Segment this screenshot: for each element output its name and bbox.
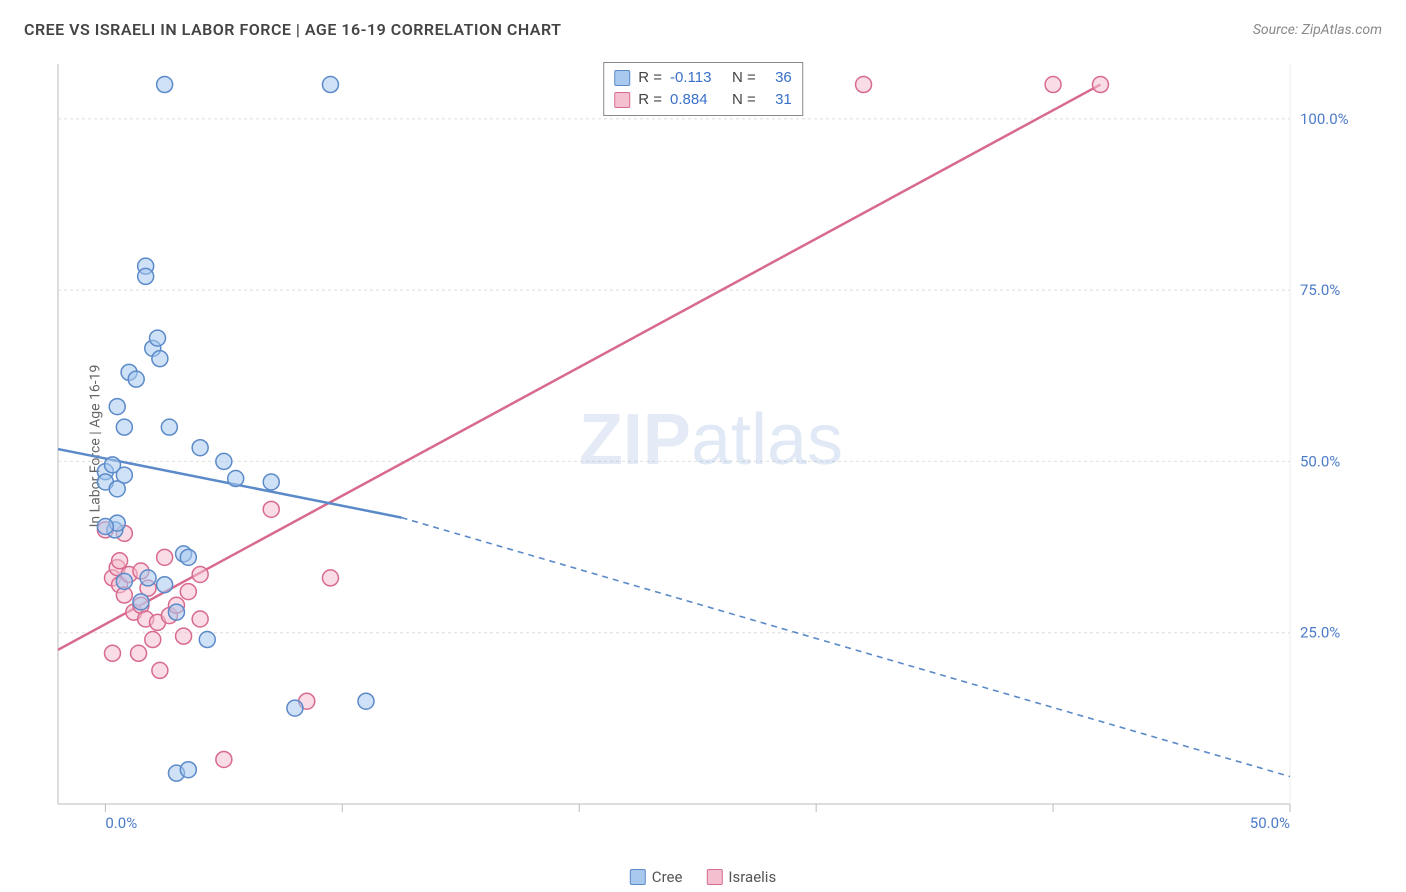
chart-header: CREE VS ISRAELI IN LABOR FORCE | AGE 16-…: [24, 20, 1382, 39]
chart-title: CREE VS ISRAELI IN LABOR FORCE | AGE 16-…: [24, 20, 561, 39]
svg-text:50.0%: 50.0%: [1250, 814, 1290, 832]
legend-item-israelis: Israelis: [706, 868, 776, 886]
stats-row-israelis: R = 0.884 N = 31: [614, 89, 792, 111]
stats-swatch-cree: [614, 70, 630, 86]
legend-item-cree: Cree: [630, 868, 683, 886]
plot-area: 25.0%50.0%75.0%100.0%0.0%50.0% ZIPatlas: [52, 58, 1370, 838]
correlation-stats-box: R = -0.113 N = 36 R = 0.884 N = 31: [603, 62, 803, 116]
stats-swatch-israelis: [614, 92, 630, 108]
stats-row-cree: R = -0.113 N = 36: [614, 67, 792, 89]
stats-N-label: N =: [732, 89, 756, 111]
svg-text:25.0%: 25.0%: [1300, 624, 1340, 642]
chart-source: Source: ZipAtlas.com: [1253, 22, 1382, 38]
series-legend: Cree Israelis: [630, 868, 776, 886]
stats-R-value: 0.884: [670, 89, 718, 111]
stats-N-label: N =: [732, 67, 756, 89]
legend-label: Cree: [652, 868, 683, 886]
legend-swatch-cree: [630, 869, 646, 885]
stats-R-value: -0.113: [670, 67, 718, 89]
svg-text:50.0%: 50.0%: [1300, 452, 1340, 470]
stats-N-value: 36: [764, 67, 792, 89]
stats-N-value: 31: [764, 89, 792, 111]
svg-text:0.0%: 0.0%: [105, 814, 137, 832]
svg-text:75.0%: 75.0%: [1300, 281, 1340, 299]
svg-text:100.0%: 100.0%: [1300, 110, 1349, 128]
legend-label: Israelis: [728, 868, 776, 886]
stats-R-label: R =: [638, 89, 662, 111]
stats-R-label: R =: [638, 67, 662, 89]
scatter-svg: 25.0% 50.0% 75.0% 100.0% 0.0% 50.0%: [52, 58, 1370, 838]
legend-swatch-israelis: [706, 869, 722, 885]
